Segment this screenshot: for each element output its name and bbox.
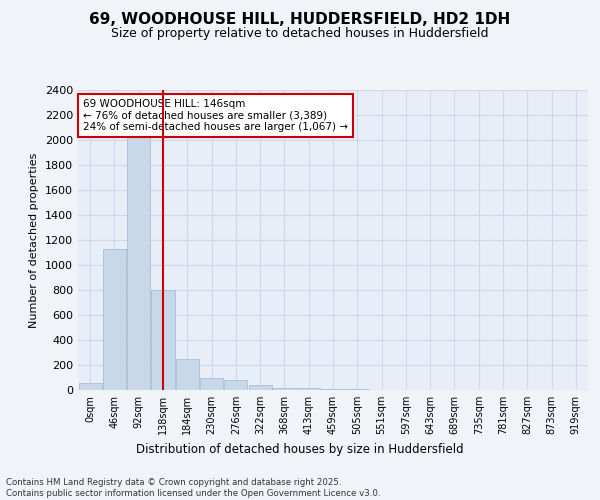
Text: Distribution of detached houses by size in Huddersfield: Distribution of detached houses by size … (136, 442, 464, 456)
Bar (248, 385, 272, 390)
Text: 69, WOODHOUSE HILL, HUDDERSFIELD, HD2 1DH: 69, WOODHOUSE HILL, HUDDERSFIELD, HD2 1D… (89, 12, 511, 28)
Y-axis label: Number of detached properties: Number of detached properties (29, 152, 40, 328)
Bar (127, 134, 150, 390)
Bar (297, 388, 320, 390)
Bar (200, 378, 223, 390)
Bar (322, 389, 344, 390)
Bar (103, 248, 126, 390)
Text: Size of property relative to detached houses in Huddersfield: Size of property relative to detached ho… (111, 28, 489, 40)
Bar (79, 382, 101, 390)
Bar (151, 290, 175, 390)
Bar (176, 359, 199, 390)
Bar (224, 380, 247, 390)
Bar (273, 388, 296, 390)
Text: Contains HM Land Registry data © Crown copyright and database right 2025.
Contai: Contains HM Land Registry data © Crown c… (6, 478, 380, 498)
Text: 69 WOODHOUSE HILL: 146sqm
← 76% of detached houses are smaller (3,389)
24% of se: 69 WOODHOUSE HILL: 146sqm ← 76% of detac… (83, 99, 348, 132)
